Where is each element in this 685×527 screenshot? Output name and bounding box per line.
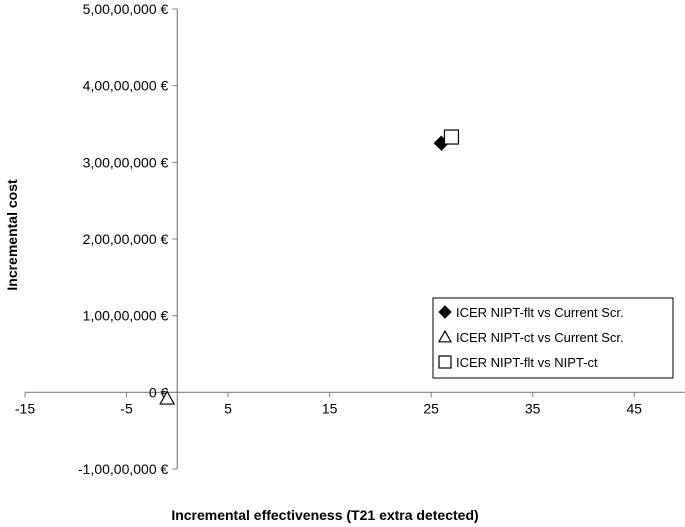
x-tick-label: -15 <box>15 400 35 416</box>
x-tick-label: 35 <box>525 400 541 416</box>
x-tick-label: 25 <box>423 400 439 416</box>
data-point <box>443 129 460 145</box>
y-axis-title: Incremental cost <box>4 179 20 291</box>
data-point <box>159 390 176 405</box>
legend-marker <box>437 329 453 343</box>
y-tick-label: -1,00,00,000 € <box>78 461 169 477</box>
legend-entry: ICER NIPT-ct vs Current Scr. <box>456 330 624 345</box>
legend-entry: ICER NIPT-flt vs NIPT-ct <box>456 355 598 370</box>
legend-marker <box>438 355 452 369</box>
x-tick-label: 15 <box>322 400 338 416</box>
y-tick-label: 3,00,00,000 € <box>83 154 169 170</box>
data-points <box>159 129 460 405</box>
legend-box <box>432 297 674 379</box>
y-tick-label: 1,00,00,000 € <box>83 308 169 324</box>
x-tick-label: -5 <box>120 400 133 416</box>
y-tick-label: 2,00,00,000 € <box>83 231 169 247</box>
x-axis-title: Incremental effectiveness (T21 extra det… <box>171 507 478 523</box>
legend-marker <box>438 305 452 319</box>
legend: ICER NIPT-flt vs Current Scr. ICER NIPT-c… <box>432 297 674 379</box>
x-tick-label: 5 <box>224 400 232 416</box>
ticks: -15 -5 5 15 25 35 45 -1,00,00,000 € 0 € 1,00,00,0… <box>15 1 642 477</box>
y-tick-label: 0 € <box>149 384 169 400</box>
y-tick-label: 4,00,00,000 € <box>83 78 169 94</box>
legend-entry: ICER NIPT-flt vs Current Scr. <box>456 305 624 320</box>
x-tick-label: 45 <box>626 400 642 416</box>
y-tick-label: 5,00,00,000 € <box>83 1 169 17</box>
